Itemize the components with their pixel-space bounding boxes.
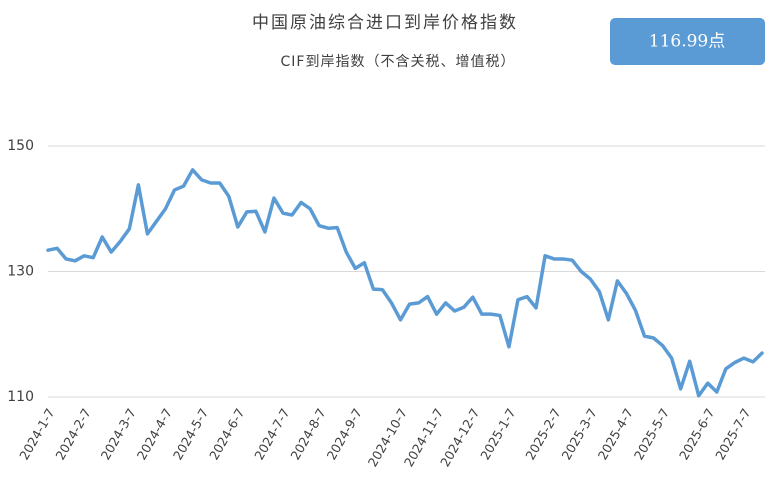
x-tick-label: 2024-1-7 [16, 406, 57, 463]
chart-subtitle: CIF到岸指数（不含关税、增值税） [281, 54, 516, 70]
x-tick-label: 2024-3-7 [98, 406, 139, 463]
x-tick-label: 2024-6-7 [206, 406, 247, 463]
x-tick-label: 2025-4-7 [595, 406, 636, 463]
y-tick-label: 110 [7, 389, 34, 405]
badge-box [610, 18, 765, 65]
x-tick-label: 2024-2-7 [52, 406, 93, 463]
x-tick-label: 2025-3-7 [559, 406, 600, 463]
x-tick-label: 2024-8-7 [287, 406, 328, 463]
x-tick-label: 2025-5-7 [631, 406, 672, 463]
x-tick-label: 2025-7-7 [712, 406, 753, 463]
x-tick-label: 2025-6-7 [676, 406, 717, 463]
x-tick-label: 2024-5-7 [170, 406, 211, 463]
x-tick-label: 2024-9-7 [324, 406, 365, 463]
x-tick-label: 2025-1-7 [477, 406, 518, 463]
badge-text: 116.99点 [649, 32, 725, 52]
x-tick-label: 2024-7-7 [251, 406, 292, 463]
y-tick-label: 130 [7, 264, 34, 280]
chart-title: 中国原油综合进口到岸价格指数 [252, 13, 518, 33]
x-tick-label: 2025-2-7 [522, 406, 563, 463]
data-line [46, 168, 764, 398]
y-tick-label: 150 [7, 138, 34, 154]
x-tick-label: 2024-4-7 [134, 406, 175, 463]
